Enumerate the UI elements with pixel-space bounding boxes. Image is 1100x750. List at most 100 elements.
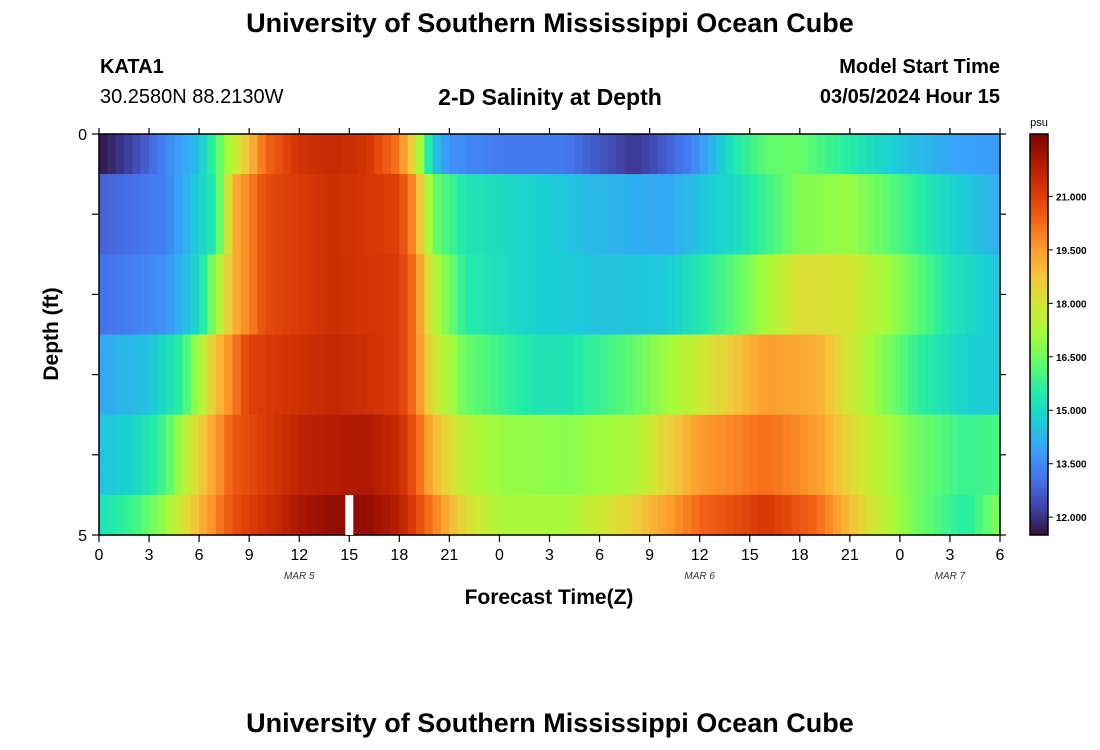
heatmap-cell	[149, 414, 158, 496]
heatmap-cell	[541, 414, 551, 496]
heatmap-cell	[783, 174, 793, 255]
x-tick-label: 15	[741, 547, 759, 564]
heatmap-cell	[215, 254, 225, 336]
heatmap-cell	[682, 254, 692, 336]
heatmap-cell	[624, 134, 634, 175]
x-tick-label: 6	[595, 547, 604, 564]
heatmap-cell	[816, 334, 826, 416]
heatmap-cell	[666, 494, 676, 536]
heatmap-cell	[591, 134, 601, 175]
heatmap-cell	[933, 134, 943, 175]
heatmap-cell	[224, 334, 234, 416]
heatmap-cell	[899, 414, 909, 496]
heatmap-cell	[841, 254, 851, 336]
heatmap-cell	[124, 134, 133, 175]
heatmap-cell	[332, 414, 342, 496]
heatmap-cell	[457, 134, 467, 175]
heatmap-cell	[399, 174, 409, 255]
heatmap-cell	[340, 174, 350, 255]
heatmap-cell	[299, 254, 309, 336]
heatmap-cell	[532, 254, 542, 336]
heatmap-cell	[549, 134, 559, 175]
heatmap-cell	[274, 494, 284, 536]
heatmap-cell	[582, 334, 592, 416]
heatmap-cell	[916, 334, 926, 416]
heatmap-cell	[983, 494, 993, 536]
heatmap-cell	[516, 494, 526, 536]
heatmap-cell	[332, 334, 342, 416]
heatmap-cell	[908, 414, 918, 496]
heatmap-cell	[591, 254, 601, 336]
heatmap-cell	[724, 134, 734, 175]
heatmap-cell	[974, 254, 984, 336]
heatmap-cell	[991, 414, 1001, 496]
heatmap-cell	[824, 134, 834, 175]
heatmap-cell	[974, 174, 984, 255]
heatmap-cell	[307, 414, 317, 496]
heatmap-cell	[190, 334, 200, 416]
heatmap-cell	[541, 134, 551, 175]
heatmap-cell	[682, 334, 692, 416]
heatmap-cell	[107, 414, 117, 496]
heatmap-cell	[699, 254, 709, 336]
heatmap-cell	[691, 414, 701, 496]
heatmap-cell	[349, 174, 359, 255]
heatmap-cell	[924, 414, 934, 496]
heatmap-cell	[682, 414, 692, 496]
heatmap-cell	[474, 254, 484, 336]
heatmap-cell	[374, 254, 384, 336]
heatmap-cell	[240, 334, 250, 416]
heatmap-cell	[983, 174, 993, 255]
heatmap-cell	[858, 494, 868, 536]
heatmap-cell	[649, 334, 659, 416]
heatmap-cell	[607, 254, 617, 336]
heatmap-cell	[674, 414, 684, 496]
heatmap-cell	[332, 494, 342, 536]
heatmap-cell	[883, 254, 893, 336]
heatmap-cell	[866, 494, 876, 536]
heatmap-cell	[224, 134, 234, 175]
heatmap-cell	[708, 134, 717, 175]
heatmap-cell	[849, 174, 859, 255]
heatmap-cell	[99, 334, 108, 416]
heatmap-cell	[432, 174, 442, 255]
x-tick-label: 3	[145, 547, 154, 564]
heatmap-cell	[265, 334, 275, 416]
heatmap-cell	[599, 174, 609, 255]
heatmap-cell	[466, 134, 476, 175]
heatmap-cell	[140, 134, 150, 175]
heatmap-cell	[733, 494, 742, 536]
heatmap-cell	[541, 494, 551, 536]
heatmap-cell	[816, 134, 826, 175]
heatmap-cell	[866, 254, 876, 336]
heatmap-cell	[774, 334, 784, 416]
heatmap-cell	[758, 414, 767, 496]
colorbar-scale	[1029, 133, 1049, 536]
heatmap-cell	[774, 254, 784, 336]
heatmap-cell	[566, 414, 576, 496]
heatmap-cell	[149, 334, 158, 416]
heatmap-cell	[374, 174, 384, 255]
heatmap-cell	[949, 254, 959, 336]
heatmap-cell	[616, 494, 626, 536]
heatmap-cell	[699, 414, 709, 496]
heatmap-cell	[983, 334, 993, 416]
heatmap-cell	[649, 414, 659, 496]
heatmap-cell	[407, 334, 417, 416]
heatmap-cell	[616, 174, 626, 255]
heatmap-cell	[190, 414, 200, 496]
salinity-heatmap	[99, 134, 1001, 536]
heatmap-cell	[549, 494, 559, 536]
heatmap-cell	[949, 414, 959, 496]
heatmap-cell	[799, 174, 809, 255]
heatmap-cell	[157, 334, 167, 416]
heatmap-cell	[958, 254, 968, 336]
heatmap-cell	[557, 174, 567, 255]
heatmap-cell	[390, 494, 400, 536]
heatmap-cell	[966, 414, 976, 496]
heatmap-cell	[983, 134, 993, 175]
heatmap-cell	[449, 174, 459, 255]
heatmap-cell	[933, 174, 943, 255]
heatmap-cell	[649, 254, 659, 336]
